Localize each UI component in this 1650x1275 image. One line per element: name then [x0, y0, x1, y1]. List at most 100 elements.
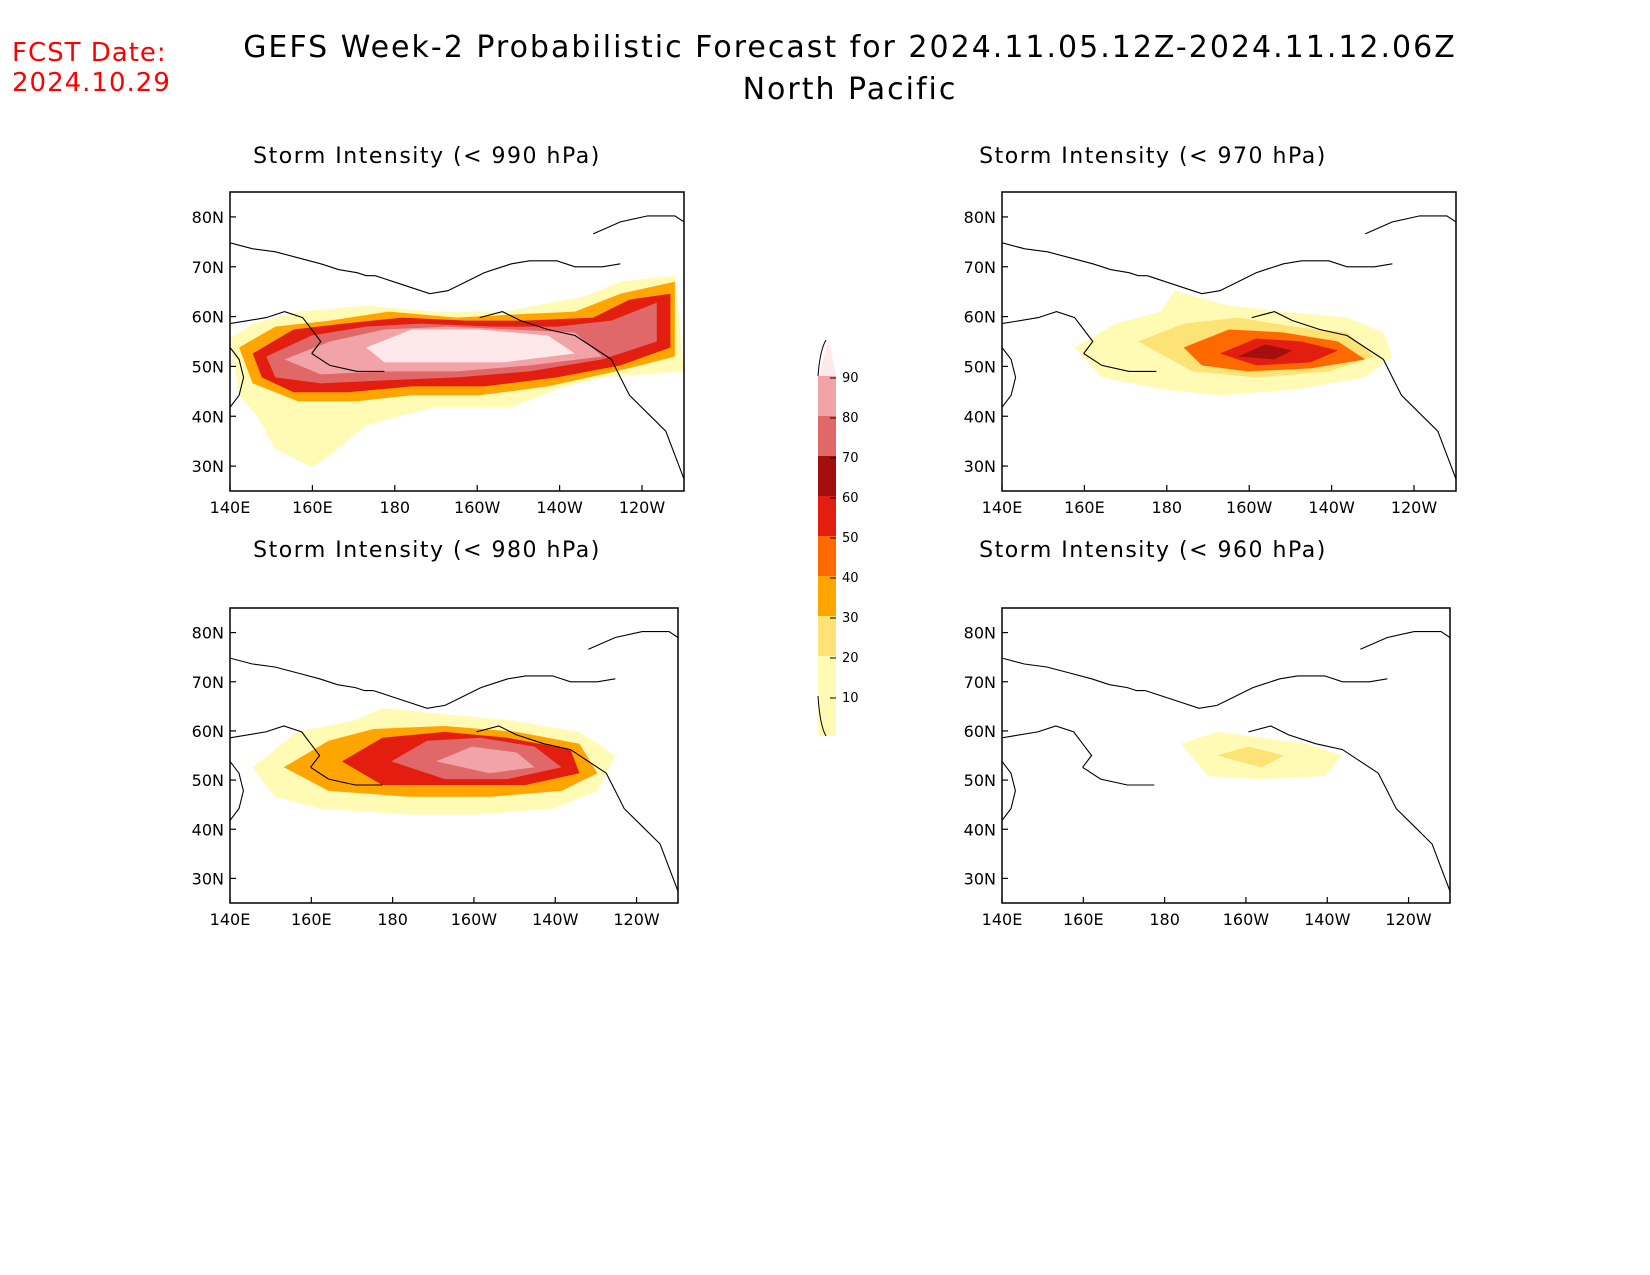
lon-tick-label: 140E	[982, 498, 1023, 517]
lat-tick-label: 50N	[192, 771, 224, 790]
lon-tick-label: 140W	[536, 498, 583, 517]
probability-fill	[230, 275, 684, 468]
lon-tick-label: 160W	[451, 910, 498, 929]
lon-tick-label: 160W	[1226, 498, 1273, 517]
coastline-segment	[1251, 311, 1456, 480]
coastline-segment	[373, 684, 490, 709]
probability-contour	[1238, 344, 1293, 360]
lon-tick-label: 140W	[1304, 910, 1351, 929]
probability-contour	[366, 329, 575, 363]
coastline-segment	[493, 260, 621, 271]
lat-tick-label: 80N	[964, 208, 996, 227]
lat-tick-label: 40N	[964, 407, 996, 426]
colorbar-outline	[817, 339, 827, 377]
probability-contour	[1217, 746, 1285, 768]
colorbar-swatch	[818, 496, 836, 536]
coastline	[230, 215, 684, 480]
lat-tick-label: 40N	[192, 820, 224, 839]
coastline	[230, 631, 678, 892]
coastline-segment	[310, 766, 383, 786]
lon-tick-label: 180	[377, 910, 408, 929]
colorbar-label: 20	[842, 651, 859, 666]
map-panel-3: 80N 70N 60N 50N 40N 30N 140E 160E 180 160W 140W 120…	[964, 607, 1451, 929]
coastline-segment	[1265, 260, 1393, 271]
lon-tick-label: 140W	[532, 910, 579, 929]
colorbar-label: 50	[842, 531, 859, 546]
region-subtitle: North Pacific	[742, 72, 958, 107]
lat-tick-label: 70N	[192, 258, 224, 277]
panel-title-960: Storm Intensity (< 960 hPa)	[979, 538, 1327, 563]
colorbar-swatch	[818, 416, 836, 456]
lat-tick-label: 50N	[964, 357, 996, 376]
lat-tick-label: 30N	[964, 457, 996, 476]
panel-title-970: Storm Intensity (< 970 hPa)	[979, 144, 1327, 169]
lon-tick-label: 120W	[1391, 498, 1438, 517]
coastline-segment	[1261, 675, 1388, 686]
lon-tick-label: 160E	[1063, 910, 1104, 929]
coastline-segment	[479, 311, 684, 480]
probability-fill	[1074, 290, 1393, 396]
coastline-segment	[230, 725, 321, 768]
lon-tick-label: 140E	[210, 498, 251, 517]
colorbar-swatch	[818, 456, 836, 496]
map-frame	[229, 607, 679, 904]
coastline-segment	[1145, 684, 1262, 709]
probability-contour	[436, 746, 535, 774]
colorbar-label: 80	[842, 411, 859, 426]
map-panel-0: 80N 70N 60N 50N 40N 30N 140E 160E 180 160W 140W 120…	[192, 191, 685, 517]
colorbar-label: 60	[842, 491, 859, 506]
coastline-segment	[230, 657, 374, 692]
colorbar-swatch	[818, 376, 836, 416]
lat-tick-label: 30N	[192, 869, 224, 888]
coastline-segment	[311, 353, 385, 372]
lat-tick-label: 80N	[964, 624, 996, 643]
lat-tick-label: 60N	[192, 308, 224, 327]
coastline-segment	[476, 725, 678, 892]
coastline-segment	[592, 215, 684, 235]
lon-tick-label: 180	[380, 498, 411, 517]
lat-tick-label: 40N	[192, 407, 224, 426]
coastline-segment	[230, 242, 376, 277]
coastline	[1002, 631, 1450, 892]
lat-tick-label: 70N	[964, 673, 996, 692]
map-frame	[229, 191, 685, 492]
lon-tick-label: 160E	[291, 910, 332, 929]
lat-tick-label: 50N	[192, 357, 224, 376]
lon-tick-label: 120W	[613, 910, 660, 929]
colorbar-swatch	[818, 576, 836, 616]
coastline	[1002, 215, 1456, 480]
colorbar-label: 10	[842, 691, 859, 706]
main-title: GEFS Week-2 Probabilistic Forecast for 2…	[243, 30, 1457, 65]
coastline-segment	[1147, 269, 1266, 295]
coastline-segment	[1002, 761, 1016, 821]
lat-tick-label: 80N	[192, 208, 224, 227]
lat-tick-label: 60N	[964, 722, 996, 741]
colorbar-outline	[817, 695, 827, 737]
colorbar-top-wedge	[818, 340, 836, 376]
lon-tick-label: 160E	[292, 498, 333, 517]
lon-tick-label: 120W	[619, 498, 666, 517]
colorbar: 90 80 70 60 50 40 30 20 10	[817, 339, 859, 737]
probability-fill	[252, 708, 616, 815]
lon-tick-label: 140W	[1308, 498, 1355, 517]
lat-tick-label: 60N	[964, 308, 996, 327]
coastline-segment	[1082, 766, 1155, 786]
lon-tick-label: 160E	[1064, 498, 1105, 517]
colorbar-label: 70	[842, 451, 859, 466]
coastline-segment	[1360, 631, 1450, 650]
colorbar-swatch	[818, 696, 836, 736]
lon-tick-label: 180	[1152, 498, 1183, 517]
coastline-segment	[1248, 725, 1450, 892]
coastline-segment	[230, 347, 245, 408]
colorbar-label: 30	[842, 611, 859, 626]
lat-tick-label: 50N	[964, 771, 996, 790]
coastline-segment	[375, 269, 494, 295]
map-panel-2: 80N 70N 60N 50N 40N 30N 140E 160E 180 160W 140W 120…	[192, 607, 679, 929]
coastline-segment	[1002, 311, 1094, 354]
lat-tick-label: 30N	[192, 457, 224, 476]
colorbar-label: 40	[842, 571, 859, 586]
coastline-segment	[230, 761, 244, 821]
coastline-segment	[1002, 657, 1146, 692]
lon-tick-label: 140E	[210, 910, 251, 929]
